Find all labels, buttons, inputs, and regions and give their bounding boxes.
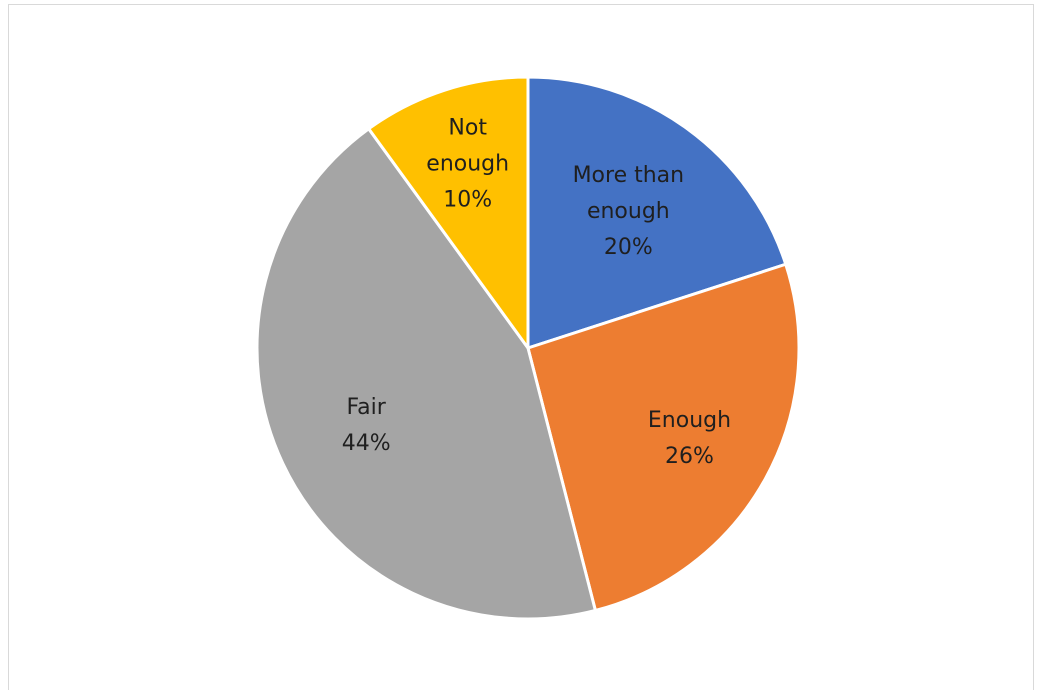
data-label-enough: Enough 26% <box>648 408 731 469</box>
pie-slice-more-than-enough <box>526 75 788 350</box>
pie-slice-not-enough <box>367 75 530 350</box>
data-label-category: Enough <box>648 408 731 433</box>
pie-data-labels: More than enough 20% Enough 26% Fair 44% Not eno… <box>342 115 731 468</box>
data-label-percent: 20% <box>604 235 653 260</box>
data-label-category: Not <box>448 115 487 140</box>
data-label-fair: Fair 44% <box>342 395 391 456</box>
data-label-percent: 10% <box>443 187 492 212</box>
data-label-category: Fair <box>347 395 387 420</box>
data-label-percent: 26% <box>665 444 714 469</box>
data-label-category: More than <box>573 163 685 188</box>
data-label-not-enough: Not enough 10% <box>426 115 509 212</box>
pie-slice-enough <box>526 262 801 612</box>
pie-slices <box>255 75 801 621</box>
data-label-category: enough <box>426 151 509 176</box>
pie-slice-fair <box>255 127 597 621</box>
data-label-category: enough <box>587 199 670 224</box>
data-label-more-than-enough: More than enough 20% <box>573 163 685 260</box>
data-label-percent: 44% <box>342 431 391 456</box>
